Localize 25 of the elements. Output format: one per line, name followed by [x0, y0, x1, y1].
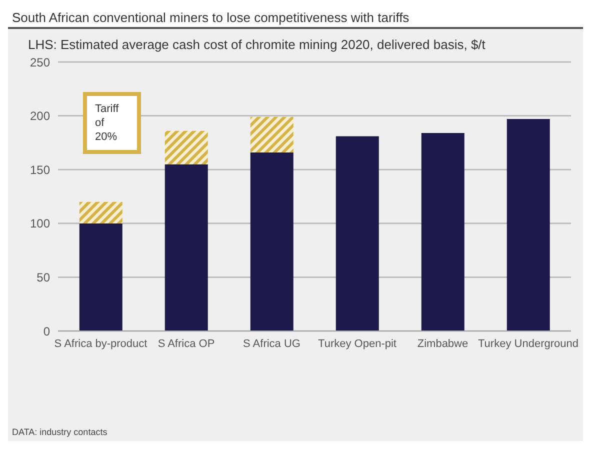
x-tick-label: Turkey Open-pit — [318, 338, 396, 350]
y-tick-label: 0 — [43, 324, 50, 338]
x-tick-label: Turkey Underground — [478, 338, 578, 350]
bar — [336, 136, 379, 331]
text: DATA: industry contacts — [11, 427, 108, 439]
bar — [79, 202, 122, 224]
bar — [250, 116, 294, 152]
y-tick-label: 100 — [30, 216, 50, 231]
y-tick-label: 50 — [36, 270, 50, 284]
bar — [79, 223, 122, 331]
chart-title: South African conventional miners to lose competitiveness with tariffs — [8, 8, 583, 29]
x-tick-label: S Africa UG — [243, 338, 300, 350]
y-tick-label: 200 — [30, 109, 50, 124]
x-tick-label: S Africa by-product — [54, 338, 148, 350]
x-tick-label: Zimbabwe — [417, 338, 468, 350]
bar — [421, 133, 464, 331]
bar — [250, 152, 294, 331]
chart-subtitle: LHS: Estimated average cash cost of chromite mining 2020, delivered basis, $/t — [27, 36, 486, 52]
x-tick-label: S Africa OP — [158, 338, 215, 350]
text: Tariff of 20% — [83, 92, 141, 154]
bar — [506, 119, 550, 331]
y-tick-label: 250 — [30, 55, 50, 70]
bar — [164, 164, 208, 331]
y-tick-label: 150 — [30, 162, 50, 177]
bar — [164, 130, 208, 164]
